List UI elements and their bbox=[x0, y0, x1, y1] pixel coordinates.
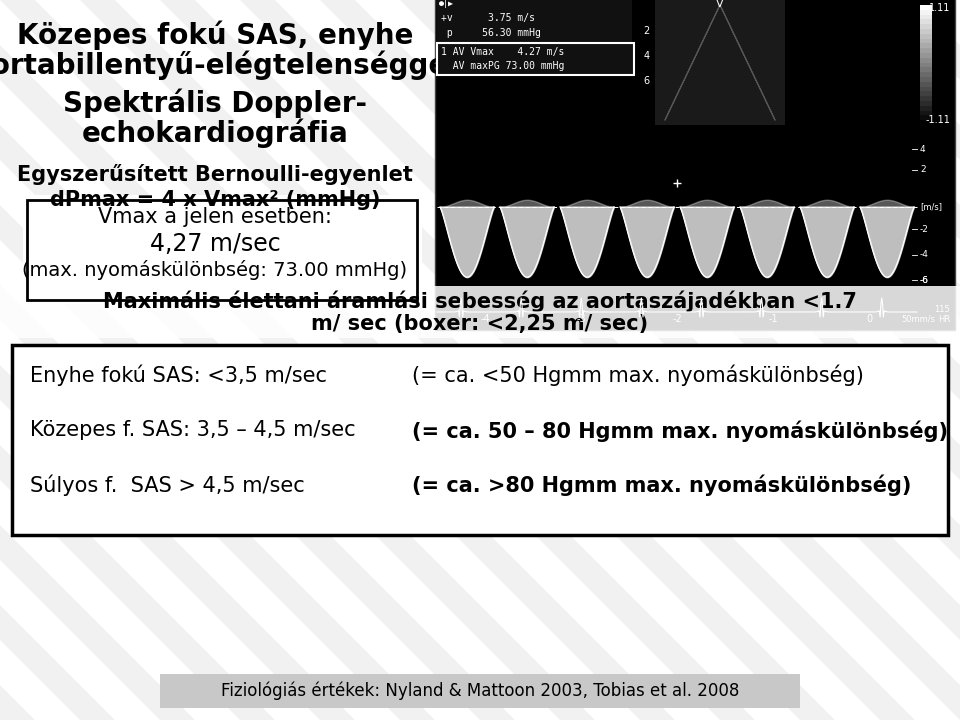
FancyBboxPatch shape bbox=[920, 53, 932, 58]
Text: 1.11: 1.11 bbox=[928, 3, 950, 13]
Text: 0: 0 bbox=[866, 314, 872, 324]
FancyBboxPatch shape bbox=[920, 34, 932, 39]
Text: echokardiográfia: echokardiográfia bbox=[82, 118, 348, 148]
Polygon shape bbox=[0, 0, 275, 720]
FancyBboxPatch shape bbox=[920, 29, 932, 34]
FancyBboxPatch shape bbox=[160, 674, 800, 708]
Polygon shape bbox=[0, 0, 35, 720]
Text: -1.11: -1.11 bbox=[925, 115, 950, 125]
FancyBboxPatch shape bbox=[920, 101, 932, 106]
Text: -6: -6 bbox=[920, 276, 929, 285]
FancyBboxPatch shape bbox=[920, 91, 932, 96]
Text: (= ca. <50 Hgmm max. nyomáskülönbség): (= ca. <50 Hgmm max. nyomáskülönbség) bbox=[412, 365, 864, 387]
Text: Enyhe fokú SAS: <3,5 m/sec: Enyhe fokú SAS: <3,5 m/sec bbox=[30, 365, 327, 387]
Polygon shape bbox=[0, 0, 515, 720]
FancyBboxPatch shape bbox=[920, 120, 932, 125]
Polygon shape bbox=[0, 0, 195, 720]
Text: (= ca. >80 Hgmm max. nyomáskülönbség): (= ca. >80 Hgmm max. nyomáskülönbség) bbox=[412, 475, 911, 497]
FancyBboxPatch shape bbox=[0, 286, 960, 338]
Text: Közepes fokú SAS, enyhe: Közepes fokú SAS, enyhe bbox=[17, 20, 413, 50]
Text: AV maxPG 73.00 mmHg: AV maxPG 73.00 mmHg bbox=[441, 61, 564, 71]
FancyBboxPatch shape bbox=[920, 77, 932, 82]
Text: Fiziológiás értékek: Nyland & Mattoon 2003, Tobias et al. 2008: Fiziológiás értékek: Nyland & Mattoon 20… bbox=[221, 682, 739, 701]
Text: V: V bbox=[716, 0, 724, 9]
Polygon shape bbox=[560, 0, 960, 720]
Text: -1: -1 bbox=[768, 314, 778, 324]
FancyBboxPatch shape bbox=[920, 63, 932, 68]
FancyBboxPatch shape bbox=[920, 19, 932, 24]
Text: [m/s]: [m/s] bbox=[920, 202, 942, 211]
Text: -2: -2 bbox=[920, 225, 929, 234]
FancyBboxPatch shape bbox=[437, 0, 632, 47]
FancyBboxPatch shape bbox=[437, 43, 634, 75]
FancyBboxPatch shape bbox=[920, 82, 932, 86]
FancyBboxPatch shape bbox=[920, 10, 932, 14]
Text: 2: 2 bbox=[920, 166, 925, 174]
FancyBboxPatch shape bbox=[23, 195, 422, 304]
FancyBboxPatch shape bbox=[920, 58, 932, 63]
Text: 6: 6 bbox=[644, 76, 650, 86]
FancyBboxPatch shape bbox=[920, 106, 932, 111]
Text: 50mm/s: 50mm/s bbox=[901, 315, 935, 324]
Text: 1 AV Vmax    4.27 m/s: 1 AV Vmax 4.27 m/s bbox=[441, 47, 564, 57]
Polygon shape bbox=[0, 0, 435, 720]
FancyBboxPatch shape bbox=[920, 72, 932, 77]
Text: Egyszerűsített Bernoulli-egyenlet: Egyszerűsített Bernoulli-egyenlet bbox=[17, 164, 413, 185]
Text: p     56.30 mmHg: p 56.30 mmHg bbox=[441, 28, 540, 38]
Text: 115
HR: 115 HR bbox=[934, 305, 950, 324]
Text: Vmax a jelen esetben:: Vmax a jelen esetben: bbox=[98, 207, 332, 227]
Polygon shape bbox=[320, 0, 960, 720]
Text: -3: -3 bbox=[576, 314, 586, 324]
Polygon shape bbox=[880, 0, 960, 720]
Polygon shape bbox=[80, 0, 835, 720]
FancyBboxPatch shape bbox=[920, 68, 932, 72]
FancyBboxPatch shape bbox=[920, 86, 932, 91]
FancyBboxPatch shape bbox=[920, 14, 932, 19]
Polygon shape bbox=[640, 0, 960, 720]
FancyBboxPatch shape bbox=[920, 111, 932, 115]
FancyBboxPatch shape bbox=[920, 5, 932, 10]
Polygon shape bbox=[160, 0, 915, 720]
Text: +v      3.75 m/s: +v 3.75 m/s bbox=[441, 13, 535, 23]
Text: Súlyos f.  SAS > 4,5 m/sec: Súlyos f. SAS > 4,5 m/sec bbox=[30, 475, 304, 497]
Polygon shape bbox=[0, 0, 675, 720]
Text: -4: -4 bbox=[920, 251, 929, 259]
FancyBboxPatch shape bbox=[920, 115, 932, 120]
Text: -6: -6 bbox=[920, 276, 929, 285]
Polygon shape bbox=[0, 0, 755, 720]
FancyBboxPatch shape bbox=[920, 39, 932, 43]
Text: Spektrális Doppler-: Spektrális Doppler- bbox=[63, 88, 367, 117]
Text: 4: 4 bbox=[920, 145, 925, 153]
Text: 4,27 m/sec: 4,27 m/sec bbox=[150, 232, 280, 256]
Text: 4: 4 bbox=[644, 51, 650, 61]
FancyBboxPatch shape bbox=[920, 96, 932, 101]
Polygon shape bbox=[0, 0, 595, 720]
FancyBboxPatch shape bbox=[655, 0, 785, 125]
Text: -2: -2 bbox=[672, 314, 682, 324]
Text: (= ca. 50 – 80 Hgmm max. nyomáskülönbség): (= ca. 50 – 80 Hgmm max. nyomáskülönbség… bbox=[412, 420, 948, 441]
Text: m/ sec (boxer: <2,25 m/ sec): m/ sec (boxer: <2,25 m/ sec) bbox=[311, 314, 649, 334]
Text: Közepes f. SAS: 3,5 – 4,5 m/sec: Közepes f. SAS: 3,5 – 4,5 m/sec bbox=[30, 420, 355, 440]
FancyBboxPatch shape bbox=[920, 48, 932, 53]
FancyBboxPatch shape bbox=[435, 0, 955, 330]
FancyBboxPatch shape bbox=[27, 200, 417, 300]
Text: -4: -4 bbox=[480, 314, 490, 324]
Text: (max. nyomáskülönbség: 73.00 mmHg): (max. nyomáskülönbség: 73.00 mmHg) bbox=[22, 260, 408, 280]
Polygon shape bbox=[0, 0, 115, 720]
Text: Maximális élettani áramlási sebesség az aortaszájadékban <1.7: Maximális élettani áramlási sebesség az … bbox=[103, 290, 857, 312]
Polygon shape bbox=[400, 0, 960, 720]
Polygon shape bbox=[480, 0, 960, 720]
Text: ●|▶: ●|▶ bbox=[439, 0, 454, 8]
Polygon shape bbox=[800, 0, 960, 720]
Text: aortabillentyű-elégtelenséggel: aortabillentyű-elégtelenséggel bbox=[0, 50, 457, 79]
Text: dPmax = 4 x Vmax² (mmHg): dPmax = 4 x Vmax² (mmHg) bbox=[50, 190, 380, 210]
Polygon shape bbox=[720, 0, 960, 720]
Polygon shape bbox=[240, 0, 960, 720]
Text: 2: 2 bbox=[644, 26, 650, 36]
FancyBboxPatch shape bbox=[920, 24, 932, 29]
FancyBboxPatch shape bbox=[920, 43, 932, 48]
FancyBboxPatch shape bbox=[12, 345, 948, 535]
Polygon shape bbox=[0, 0, 355, 720]
